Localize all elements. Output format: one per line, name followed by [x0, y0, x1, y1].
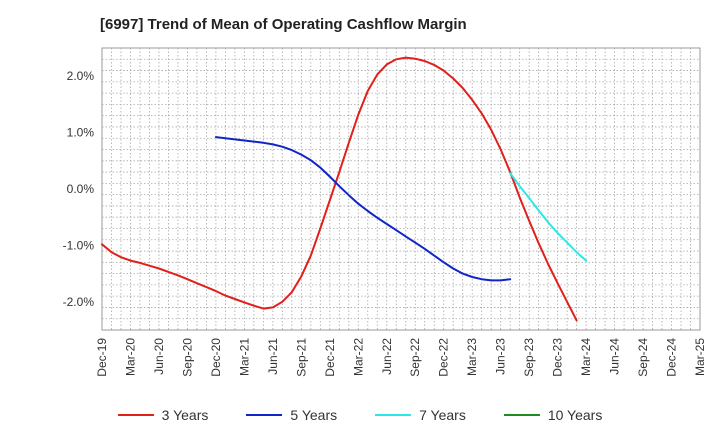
x-tick-label: Mar-22: [351, 338, 365, 376]
x-tick-label: Dec-22: [437, 338, 451, 377]
x-tick-label: Sep-24: [636, 338, 650, 377]
legend-label: 7 Years: [419, 407, 466, 423]
legend-label: 3 Years: [161, 407, 209, 423]
chart-title: [6997] Trend of Mean of Operating Cashfl…: [100, 16, 467, 33]
x-tick-label: Jun-20: [152, 338, 166, 375]
y-tick-label: 2.0%: [67, 69, 95, 83]
x-tick-label: Mar-21: [237, 338, 251, 376]
x-tick-label: Jun-21: [266, 338, 280, 375]
y-tick-label: -2.0%: [63, 295, 95, 309]
x-tick-label: Jun-22: [380, 338, 394, 375]
x-tick-label: Jun-24: [608, 338, 622, 375]
grid-layer: [101, 47, 701, 331]
plot-frame: [101, 47, 701, 331]
chart-legend: 3 Years 5 Years 7 Years 10 Years: [0, 404, 720, 426]
series-line-3-years: [101, 56, 578, 322]
legend-swatch: [375, 414, 412, 416]
series-layer: [101, 56, 588, 322]
x-tick-label: Dec-20: [209, 338, 223, 377]
y-tick-label: 1.0%: [67, 126, 95, 140]
x-tick-label: Dec-19: [95, 338, 109, 377]
legend-label: 10 Years: [547, 407, 603, 423]
legend-item-7-years: 7 Years: [375, 407, 466, 423]
y-tick-label: -1.0%: [63, 238, 95, 252]
x-tick-label: Sep-23: [522, 338, 536, 377]
x-tick-label: Jun-23: [494, 338, 508, 375]
series-line-5-years: [214, 136, 512, 282]
legend-swatch: [117, 414, 154, 416]
x-tick-label: Sep-22: [408, 338, 422, 377]
y-tick-label: 0.0%: [67, 182, 95, 196]
legend-item-5-years: 5 Years: [246, 407, 337, 423]
x-tick-label: Dec-24: [665, 338, 679, 377]
x-tick-label: Mar-24: [579, 338, 593, 376]
legend-swatch: [246, 414, 283, 416]
x-tick-label: Dec-23: [551, 338, 565, 377]
x-tick-label: Mar-23: [465, 338, 479, 376]
x-tick-label: Sep-20: [180, 338, 194, 377]
x-tick-label: Mar-20: [123, 338, 137, 376]
x-tick-label: Dec-21: [323, 338, 337, 377]
legend-label: 5 Years: [290, 407, 338, 423]
series-line-7-years: [509, 172, 588, 262]
x-tick-label: Mar-25: [693, 338, 707, 376]
x-tick-label: Sep-21: [294, 338, 308, 377]
axis-layer: 2.0% 1.0% 0.0% -1.0% -2.0% Dec-19 Mar-20 Jun-20…: [63, 69, 707, 377]
legend-item-3-years: 3 Years: [117, 407, 209, 423]
legend-swatch: [503, 414, 540, 416]
legend-item-10-years: 10 Years: [503, 407, 603, 423]
